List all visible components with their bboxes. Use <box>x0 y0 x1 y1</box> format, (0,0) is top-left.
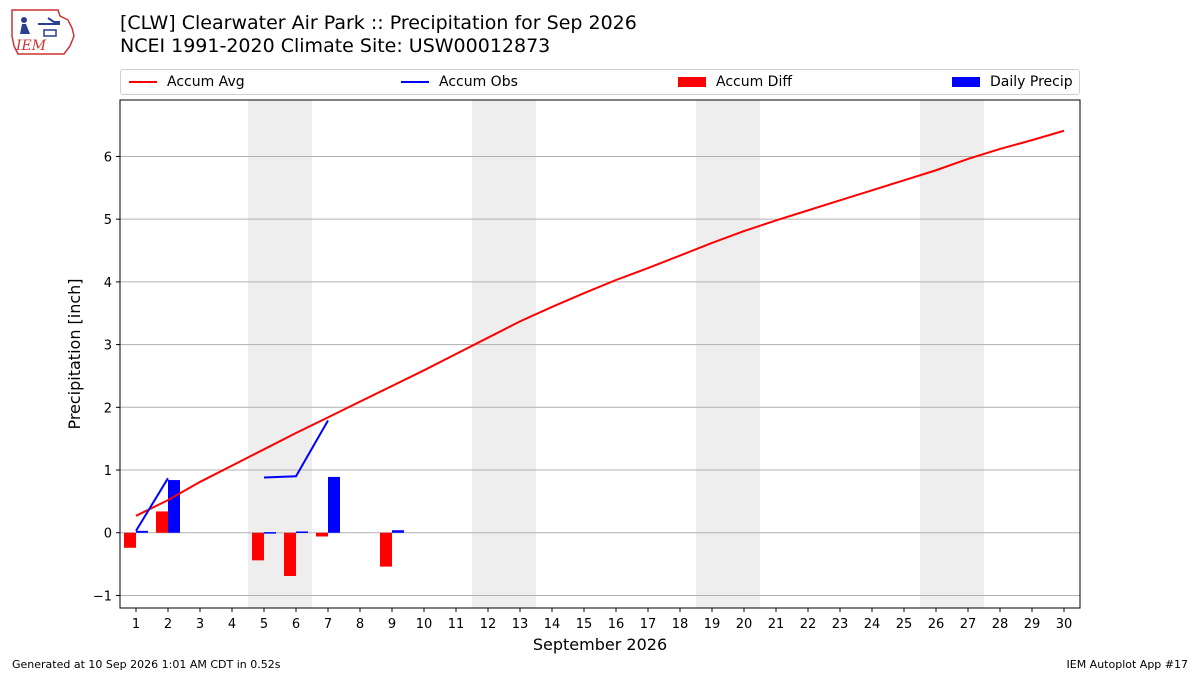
daily-precip-bar <box>264 532 276 534</box>
x-tick-label: 25 <box>896 617 913 632</box>
weekend-shade <box>504 100 536 608</box>
x-tick-label: 4 <box>228 617 236 632</box>
legend-swatch-accum-avg <box>129 81 157 83</box>
x-tick-label: 2 <box>164 617 172 632</box>
plot-frame <box>119 99 1081 609</box>
x-tick-label: 18 <box>672 617 689 632</box>
footer-generated: Generated at 10 Sep 2026 1:01 AM CDT in … <box>12 658 281 671</box>
legend-swatch-accum-obs <box>401 81 429 83</box>
legend-accum-avg: Accum Avg <box>129 70 245 94</box>
y-tick-label: 2 <box>104 401 112 416</box>
x-tick-label: 28 <box>992 617 1009 632</box>
y-tick-label: −1 <box>93 589 112 604</box>
x-tick-label: 15 <box>576 617 593 632</box>
x-tick-label: 13 <box>512 617 529 632</box>
accum-diff-bar <box>252 532 264 561</box>
x-tick-label: 14 <box>544 617 561 632</box>
x-tick-label: 16 <box>608 617 625 632</box>
daily-precip-bar <box>168 480 180 533</box>
y-tick-label: 1 <box>104 464 112 479</box>
title-line-2: NCEI 1991-2020 Climate Site: USW00012873 <box>120 35 551 57</box>
y-tick-label: 4 <box>104 276 112 291</box>
y-tick-label: 6 <box>104 150 112 165</box>
x-tick-label: 1 <box>132 617 140 632</box>
x-tick-label: 23 <box>832 617 849 632</box>
accum-obs-line <box>263 419 329 479</box>
legend-label-accum-diff: Accum Diff <box>716 74 793 90</box>
logo-text: IEM <box>15 38 47 54</box>
x-tick-label: 9 <box>388 617 396 632</box>
y-tick-label: 3 <box>104 339 112 354</box>
weekend-shade <box>248 100 280 608</box>
accum-diff-bar <box>284 532 296 577</box>
y-axis-label: Precipitation [inch] <box>65 278 84 429</box>
x-tick-label: 30 <box>1056 617 1073 632</box>
legend: Accum Avg Accum Obs Accum Diff Daily Pre… <box>120 69 1080 95</box>
weekend-shade <box>280 100 312 608</box>
accum-diff-bar <box>316 532 328 537</box>
x-axis-label: September 2026 <box>533 635 667 654</box>
x-tick-label: 27 <box>960 617 977 632</box>
x-tick-label: 21 <box>768 617 785 632</box>
x-tick-label: 7 <box>324 617 332 632</box>
y-tick-label: 5 <box>104 213 112 228</box>
x-tick-label: 20 <box>736 617 753 632</box>
legend-swatch-accum-diff <box>678 77 706 87</box>
legend-label-accum-obs: Accum Obs <box>439 74 518 90</box>
legend-daily-precip: Daily Precip <box>952 70 1073 94</box>
legend-label-accum-avg: Accum Avg <box>167 74 245 90</box>
daily-precip-bar <box>328 476 340 533</box>
accum-diff-bar <box>124 532 136 548</box>
chart-title: [CLW] Clearwater Air Park :: Precipitati… <box>120 12 637 58</box>
x-tick-label: 5 <box>260 617 268 632</box>
x-tick-label: 10 <box>416 617 433 632</box>
legend-swatch-daily-precip <box>952 77 980 87</box>
x-tick-label: 29 <box>1024 617 1041 632</box>
iem-logo: IEM <box>11 9 75 55</box>
legend-accum-obs: Accum Obs <box>401 70 518 94</box>
accum-avg-line <box>135 129 1065 517</box>
x-tick-label: 22 <box>800 617 817 632</box>
x-tick-label: 24 <box>864 617 881 632</box>
weekend-shade <box>728 100 760 608</box>
x-tick-label: 3 <box>196 617 204 632</box>
x-tick-label: 8 <box>356 617 364 632</box>
daily-precip-bar <box>296 531 308 533</box>
weekend-shade <box>696 100 728 608</box>
x-tick-label: 12 <box>480 617 497 632</box>
x-tick-label: 6 <box>292 617 300 632</box>
weekend-shade <box>952 100 984 608</box>
x-tick-label: 11 <box>448 617 465 632</box>
y-tick-label: 0 <box>104 527 112 542</box>
x-tick-label: 19 <box>704 617 721 632</box>
title-line-1: [CLW] Clearwater Air Park :: Precipitati… <box>120 12 637 34</box>
legend-label-daily-precip: Daily Precip <box>990 74 1073 90</box>
accum-diff-bar <box>380 532 392 567</box>
daily-precip-bar <box>136 530 148 533</box>
x-tick-label: 17 <box>640 617 657 632</box>
x-tick-label: 26 <box>928 617 945 632</box>
weekend-shade <box>920 100 952 608</box>
footer-app: IEM Autoplot App #17 <box>1066 658 1189 671</box>
weekend-shade <box>472 100 504 608</box>
accum-obs-line <box>135 477 169 532</box>
accum-diff-bar <box>156 511 168 533</box>
legend-accum-diff: Accum Diff <box>678 70 792 94</box>
daily-precip-bar <box>392 530 404 533</box>
